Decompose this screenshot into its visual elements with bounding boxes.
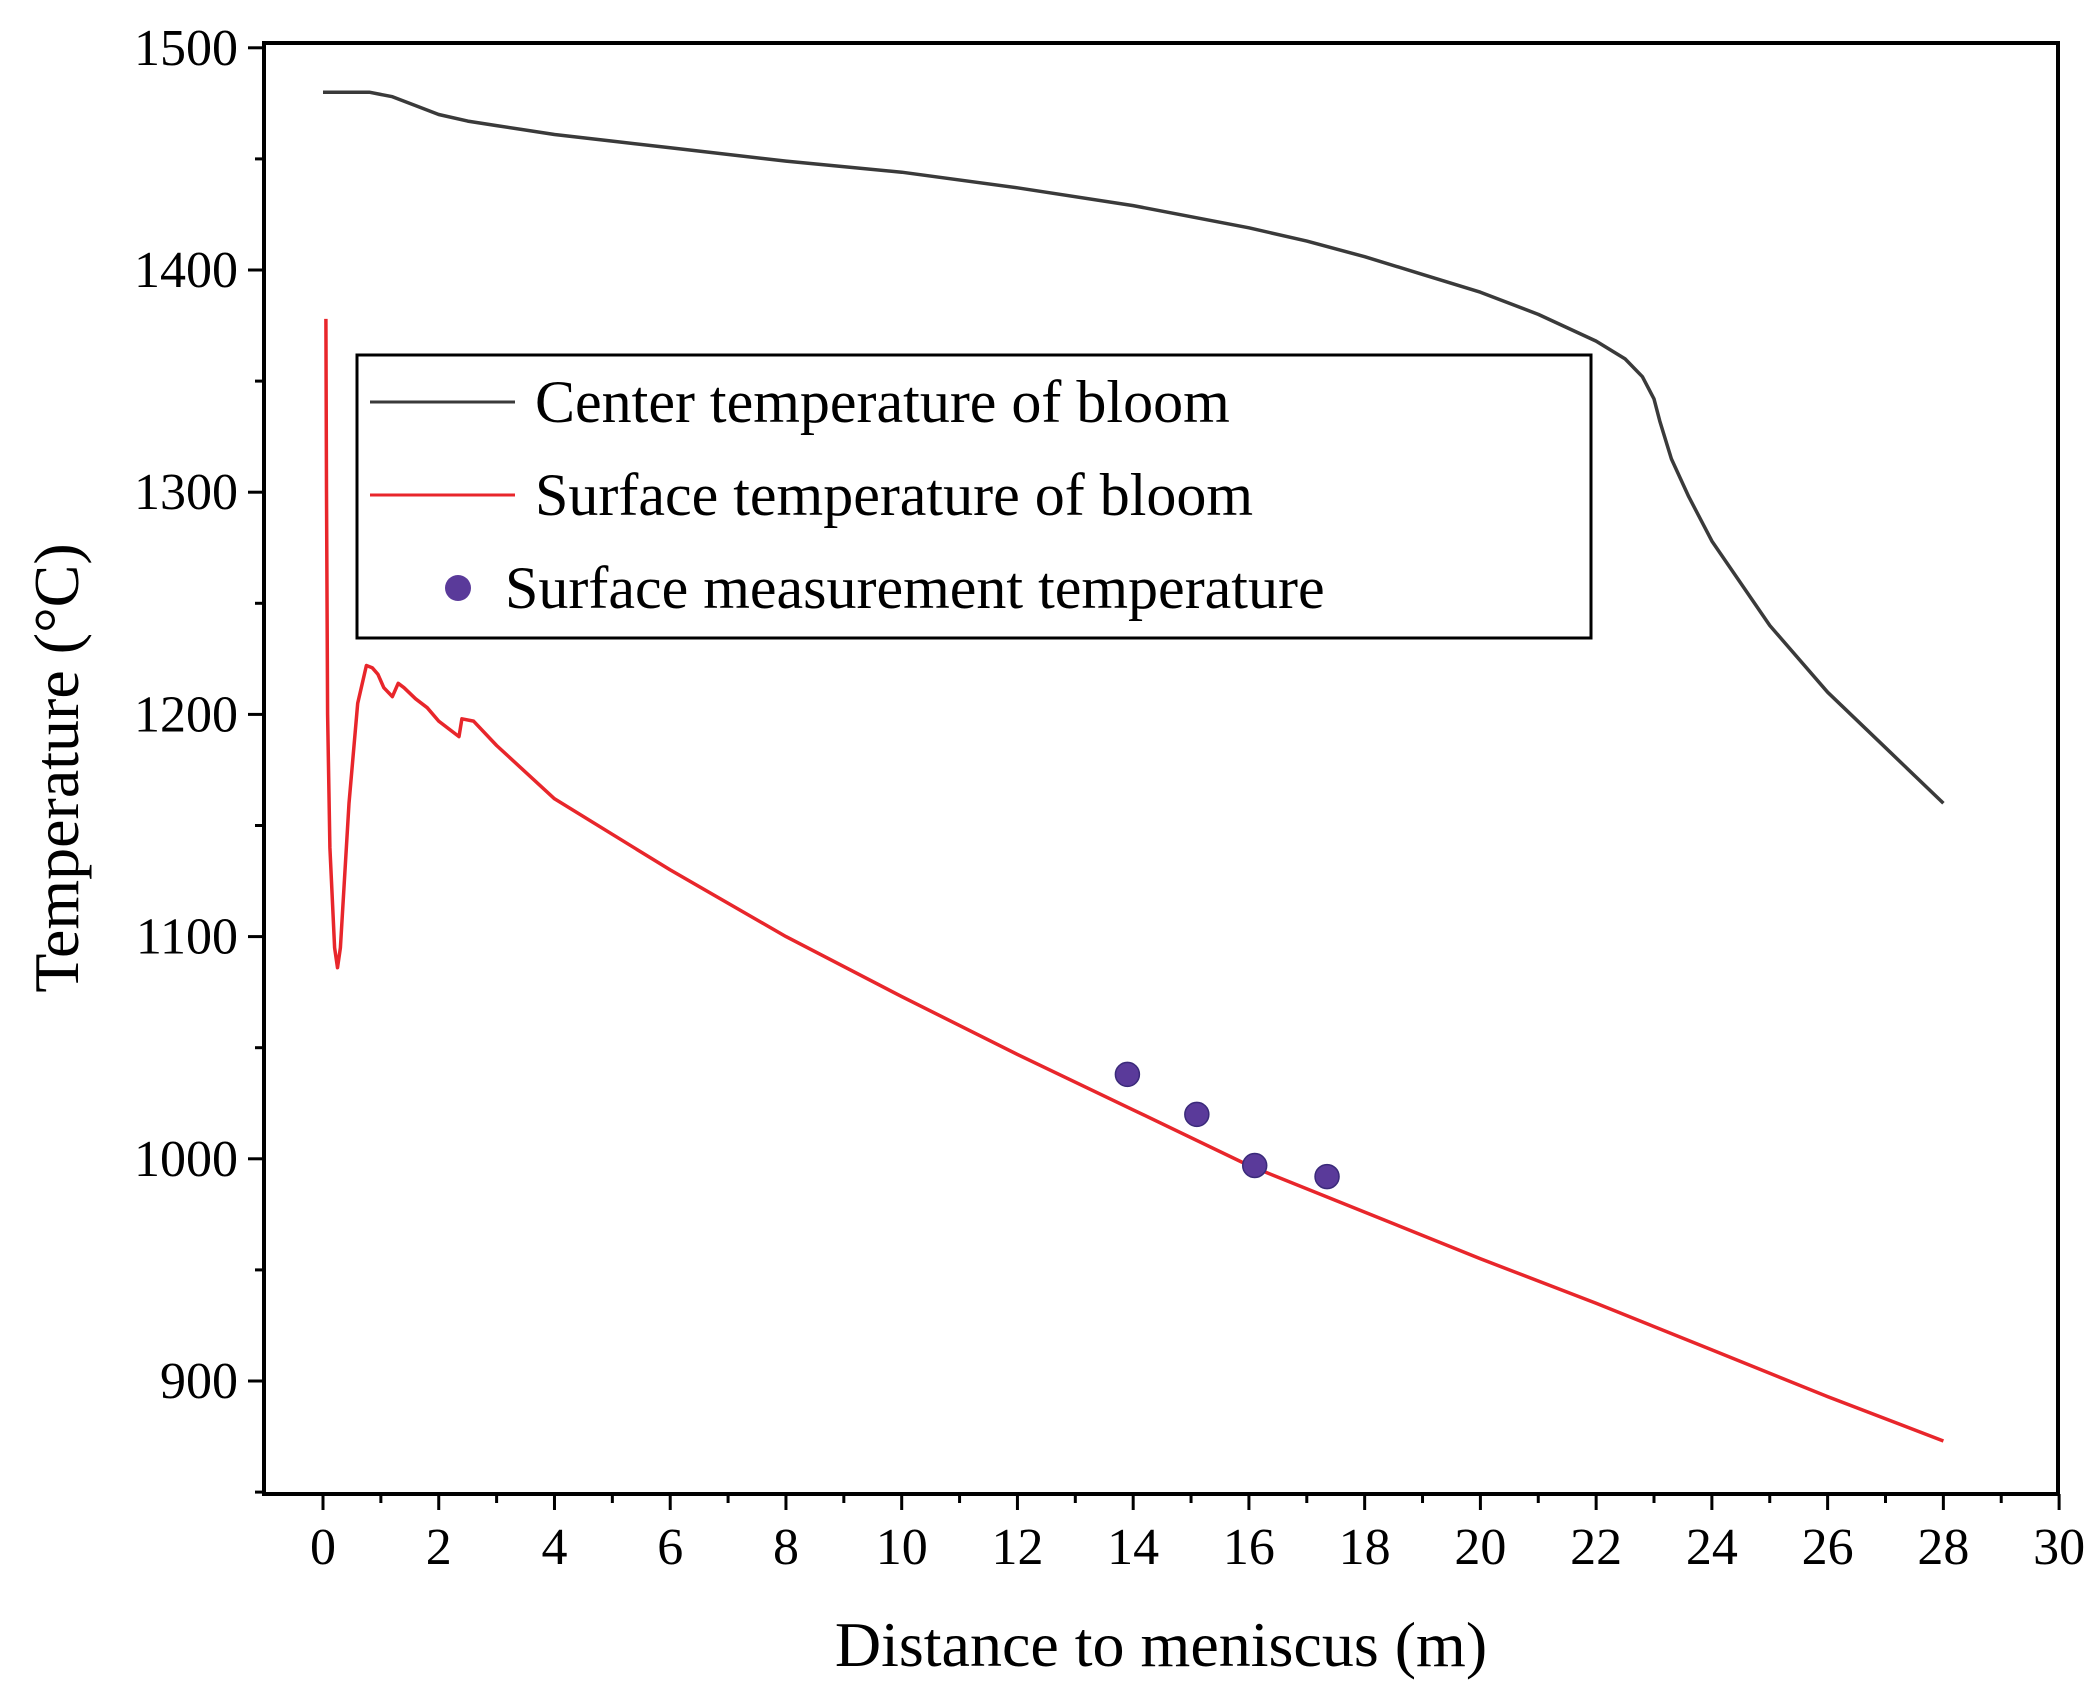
x-tick-label: 4 [541,1519,567,1576]
series-layer [323,90,1945,1443]
x-tick-label: 0 [310,1519,336,1576]
x-tick-label: 14 [1107,1519,1159,1576]
x-tick-labels: 0 2 4 6 8 10 12 14 16 18 20 22 24 26 28 30 [310,1519,2085,1576]
y-axis-title: Temperature (°C) [21,543,92,992]
x-tick-label: 24 [1686,1519,1738,1576]
x-tick-label: 22 [1570,1519,1622,1576]
y-tick-label: 1100 [136,909,238,966]
x-tick-label: 28 [1917,1519,1969,1576]
series-line-0 [323,90,1945,805]
x-tick-label: 20 [1454,1519,1506,1576]
legend: Center temperature of bloom Surface temp… [355,353,1593,640]
x-tick-label: 6 [657,1519,683,1576]
x-tick-label: 30 [2033,1519,2085,1576]
x-tick-label: 2 [426,1519,452,1576]
x-tick-label: 16 [1223,1519,1275,1576]
x-axis-title: Distance to meniscus (m) [835,1609,1487,1680]
y-tick-labels: 900 1000 1100 1200 1300 1400 1500 [134,20,238,1410]
y-tick-label: 1000 [134,1131,238,1188]
measurement-point [1184,1101,1210,1128]
plot-frame [262,41,2060,1496]
legend-label-surface: Surface temperature of bloom [535,462,1253,528]
y-tick-label: 1300 [134,464,238,521]
x-tick-label: 18 [1339,1519,1391,1576]
legend-marker-measurement [445,575,471,601]
x-tick-label: 12 [991,1519,1043,1576]
x-tick-label: 26 [1802,1519,1854,1576]
legend-box [355,353,1593,640]
x-tick-label: 8 [773,1519,799,1576]
measurement-point [1241,1152,1268,1179]
y-tick-label: 1400 [134,242,238,299]
x-tick-label: 10 [876,1519,928,1576]
y-tick-label: 1200 [134,686,238,743]
measurement-point [1114,1061,1141,1088]
y-tick-label: 1500 [134,20,238,77]
measurement-point [1314,1163,1340,1190]
legend-label-measurement: Surface measurement temperature [505,555,1325,621]
y-tick-label: 900 [160,1353,238,1410]
legend-label-center: Center temperature of bloom [535,369,1230,435]
axis-ticks [248,46,2061,1510]
